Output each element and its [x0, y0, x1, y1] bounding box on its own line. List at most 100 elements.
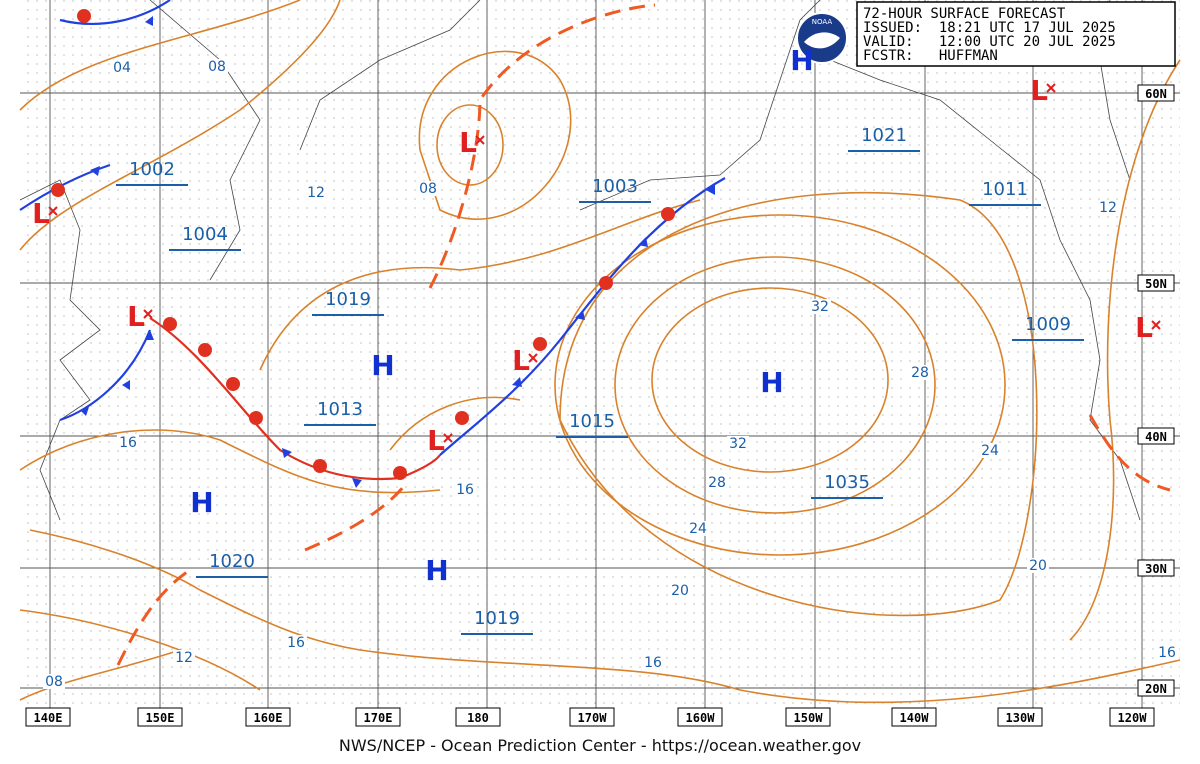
pressure-label: 1019 — [474, 608, 520, 629]
isobar-label: 16 — [456, 482, 474, 498]
lon-label: 150E — [146, 711, 175, 725]
lat-label: 30N — [1145, 562, 1167, 576]
lat-label-bg — [1137, 559, 1175, 577]
isobar-label-bg — [706, 475, 728, 490]
lon-label: 180 — [467, 711, 489, 725]
high-center: H — [760, 366, 783, 399]
pressure-label: 1013 — [317, 399, 363, 420]
low-cross — [443, 433, 453, 443]
low-center: L — [427, 424, 445, 457]
isobar-label-bg — [454, 482, 476, 497]
low-cross — [475, 135, 485, 145]
isobar-label-bg — [111, 60, 133, 75]
isobar-label: 04 — [113, 60, 131, 76]
lat-label: 60N — [1145, 87, 1167, 101]
coastlines — [19, 0, 1141, 521]
isobar-label: 24 — [981, 443, 999, 459]
isobar-label: 16 — [287, 635, 305, 651]
isobar-label-bg — [727, 436, 749, 451]
pressure-label: 1009 — [1025, 314, 1071, 335]
isobar-label: 12 — [175, 650, 193, 666]
lon-label-bg — [997, 707, 1043, 727]
lat-label: 40N — [1145, 430, 1167, 444]
isobar-label: 28 — [911, 365, 929, 381]
isobar-label: 32 — [729, 436, 747, 452]
header-line: VALID: 12:00 UTC 20 JUL 2025 — [863, 34, 1116, 50]
lon-label-bg — [455, 707, 501, 727]
isobar-label-bg — [206, 59, 228, 74]
isobar-label-bg — [909, 365, 931, 380]
isobar-label-bg — [117, 435, 139, 450]
lat-label: 20N — [1145, 682, 1167, 696]
isobar-label-bg — [43, 674, 65, 689]
high-center: H — [790, 44, 813, 77]
pressure-label: 1019 — [325, 289, 371, 310]
low-cross — [1151, 320, 1161, 330]
low-center: L — [1030, 74, 1048, 107]
pressure-label: 1004 — [182, 224, 228, 245]
high-center: H — [425, 554, 448, 587]
low-center: L — [32, 197, 50, 230]
lon-label: 140E — [34, 711, 63, 725]
header-line: FCSTR: HUFFMAN — [863, 48, 998, 64]
lon-label-bg — [1109, 707, 1155, 727]
lon-label-bg — [355, 707, 401, 727]
lon-label-bg — [677, 707, 723, 727]
logo-text: NOAA — [812, 18, 833, 26]
isobar-label: 08 — [419, 181, 437, 197]
lon-label: 120W — [1118, 711, 1148, 725]
lon-label: 160E — [254, 711, 283, 725]
isobar-label-bg — [285, 635, 307, 650]
lon-label-bg — [569, 707, 615, 727]
low-cross — [1046, 83, 1056, 93]
isobar-label: 20 — [1029, 558, 1047, 574]
lon-label: 140W — [900, 711, 930, 725]
isobar-label: 08 — [45, 674, 63, 690]
isobar-label-bg — [809, 299, 831, 314]
lon-label-bg — [25, 707, 71, 727]
header-box: NOAA — [796, 1, 1176, 67]
lat-label-bg — [1137, 427, 1175, 445]
lon-label: 160W — [686, 711, 716, 725]
lat-label: 50N — [1145, 277, 1167, 291]
isobar-label: 12 — [307, 185, 325, 201]
footer: NWS/NCEP - Ocean Prediction Center - htt… — [339, 736, 861, 755]
isobar-label-bg — [642, 655, 664, 670]
lon-label-bg — [785, 707, 831, 727]
lon-label-bg — [245, 707, 291, 727]
lat-label-bg — [1137, 84, 1175, 102]
isobar-label-bg — [417, 181, 439, 196]
high-center: H — [190, 486, 213, 519]
header-line: ISSUED: 18:21 UTC 17 JUL 2025 — [863, 20, 1116, 36]
low-center: L — [1135, 311, 1153, 344]
high-center: H — [371, 349, 394, 382]
isobar-label: 24 — [689, 521, 707, 537]
isobar-label: 32 — [811, 299, 829, 315]
low-cross — [48, 206, 58, 216]
lon-label: 150W — [794, 711, 824, 725]
isobar-label: 12 — [1099, 200, 1117, 216]
fronts — [19, 0, 726, 488]
isobar-label-bg — [979, 443, 1001, 458]
dot-grid — [20, 0, 1180, 708]
isobars — [19, 0, 1181, 704]
lon-label: 130W — [1006, 711, 1036, 725]
lon-label: 170E — [364, 711, 393, 725]
isobar-label-bg — [1027, 558, 1049, 573]
isobar-label-bg — [173, 650, 195, 665]
lon-label-bg — [137, 707, 183, 727]
low-cross — [528, 353, 538, 363]
low-center: L — [459, 126, 477, 159]
lon-label: 170W — [578, 711, 608, 725]
lon-label-bg — [891, 707, 937, 727]
isobar-label-bg — [669, 583, 691, 598]
isobar-label: 28 — [708, 475, 726, 491]
troughs — [116, 3, 1171, 666]
low-center: L — [512, 344, 530, 377]
isobar-label-bg — [305, 185, 327, 200]
low-center: L — [127, 300, 145, 333]
header-line: 72-HOUR SURFACE FORECAST — [863, 6, 1066, 22]
lat-label-bg — [1137, 274, 1175, 292]
isobar-label-bg — [687, 521, 709, 536]
pressure-label: 1021 — [861, 125, 907, 146]
